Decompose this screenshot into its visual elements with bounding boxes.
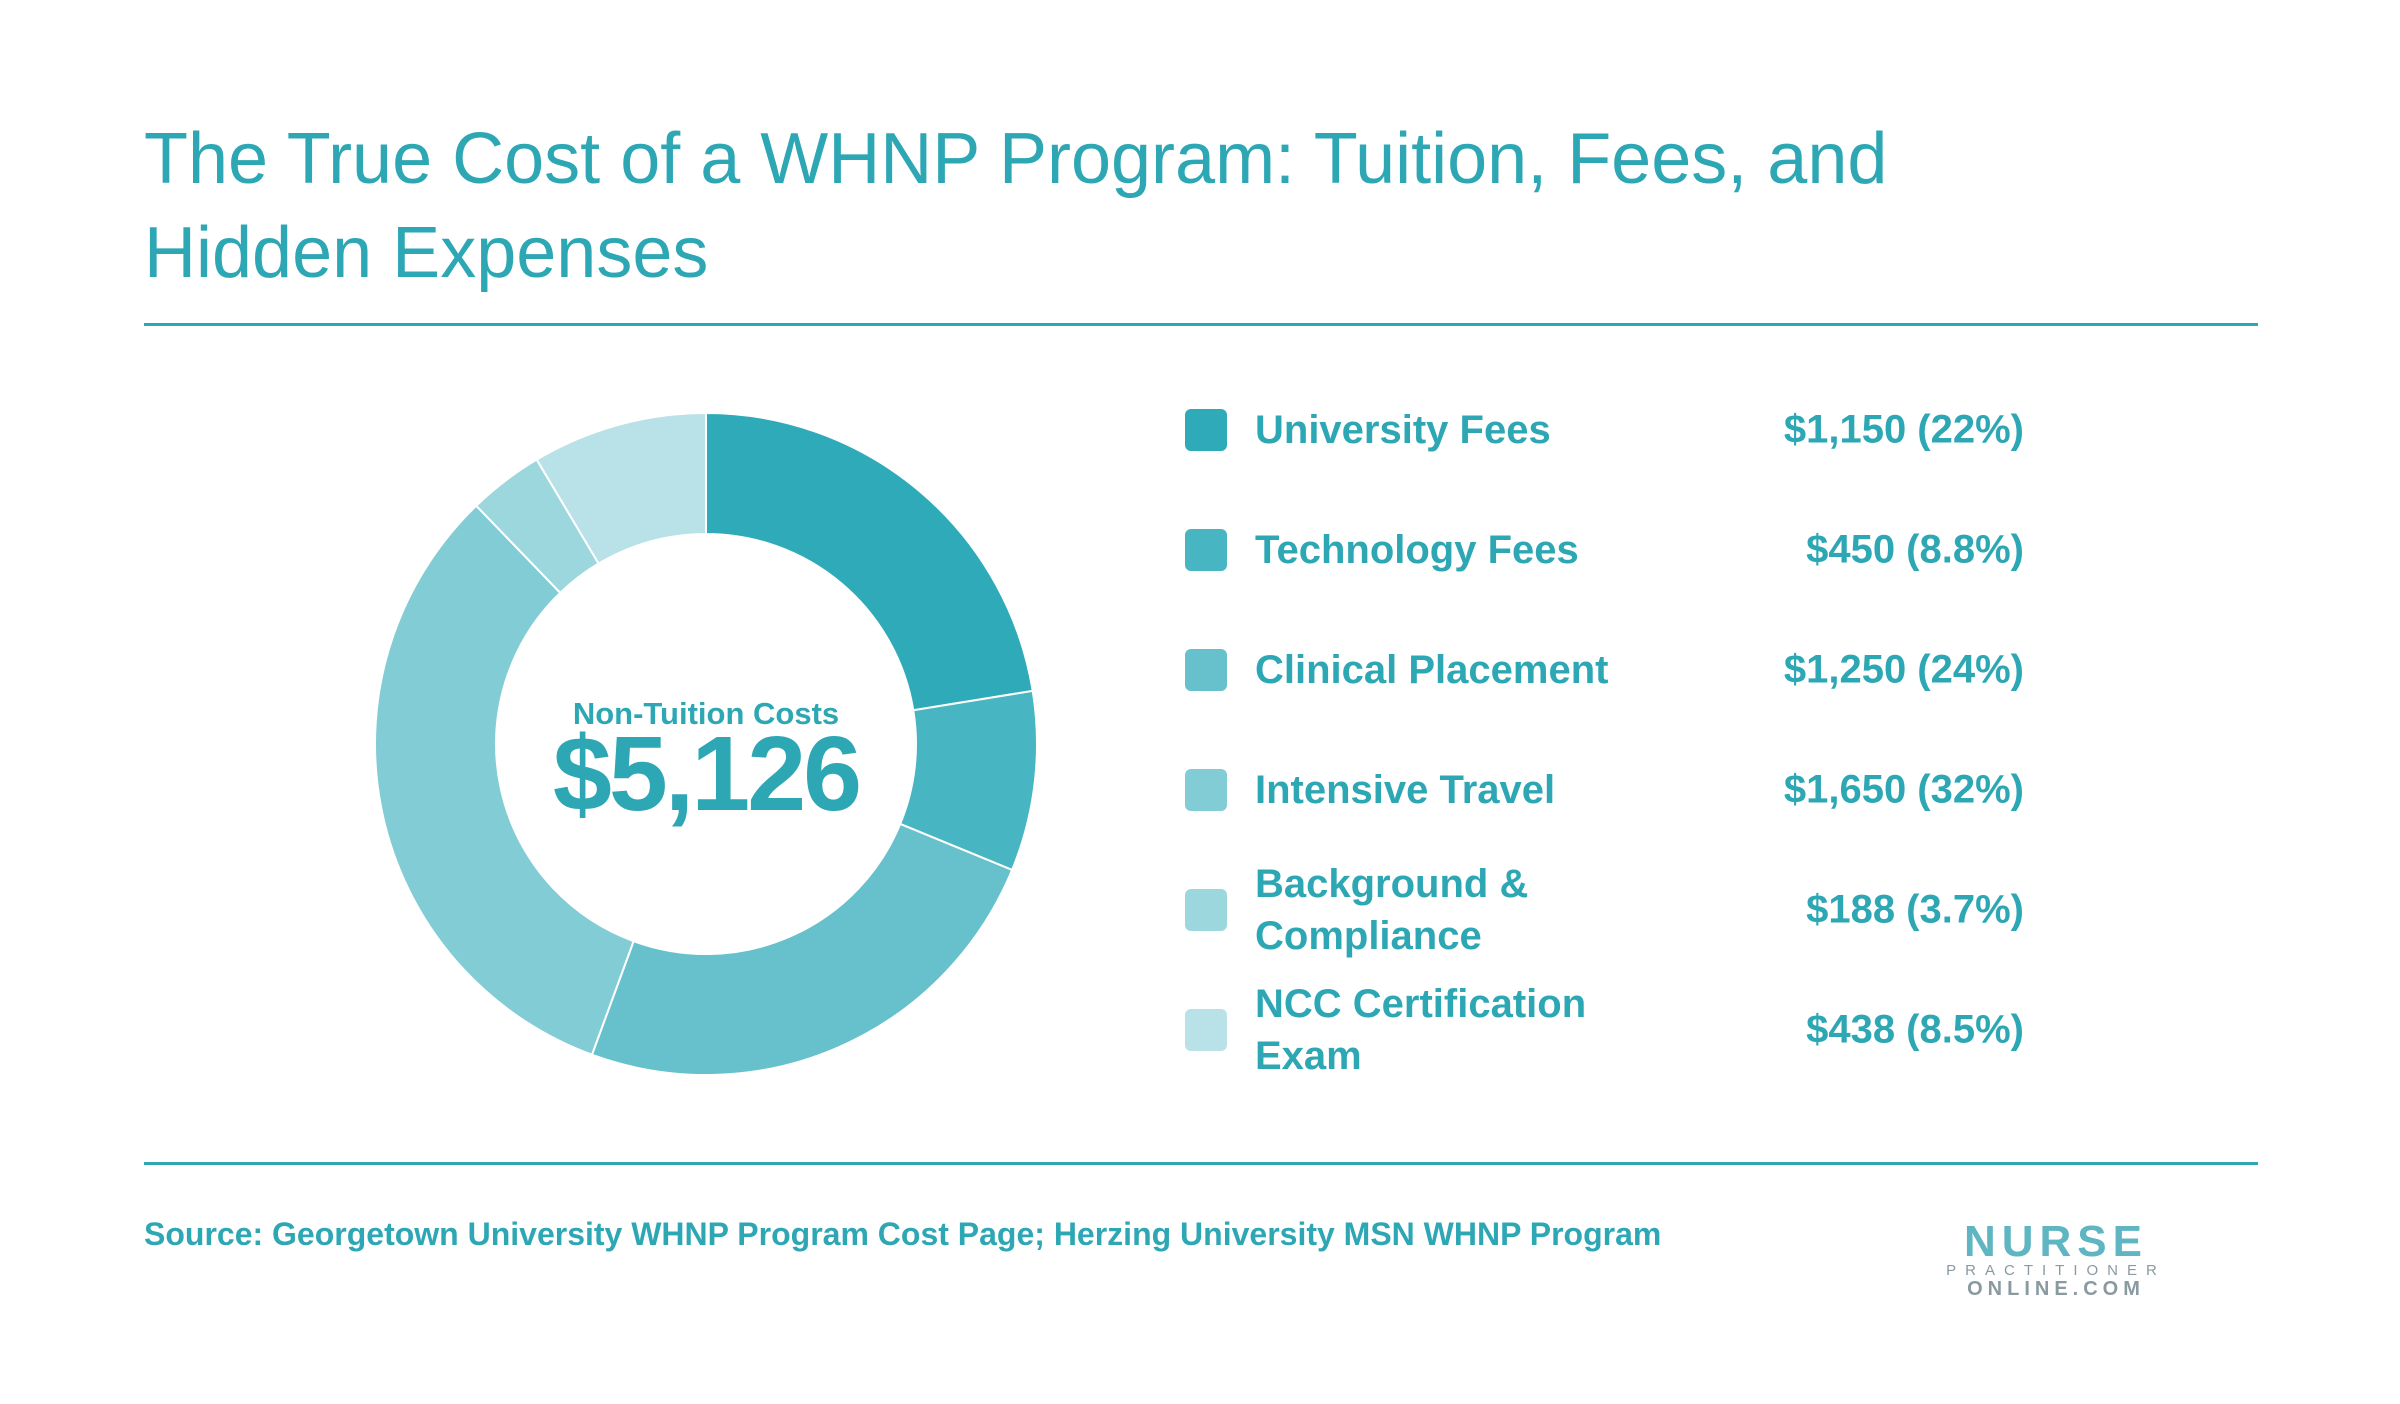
value-label: $188 (3.7%) [1806,887,2024,932]
donut-slice [535,411,707,565]
donut-slice [374,504,635,1057]
value-label: $1,150 (22%) [1783,407,2024,452]
donut-slice [590,822,1014,1076]
logo-text: PRACTITIONER [1946,1262,2166,1279]
legend-swatch [1185,769,1227,811]
title: The True Cost of a WHNP Program: Tuition… [144,119,1888,293]
value-label: $1,650 (32%) [1783,767,2024,812]
logo: NURSE PRACTITIONER ONLINE.COM [1910,1217,2202,1300]
legend-label: University Fees [1255,408,1551,452]
divider [144,323,2258,326]
center-total: $5,126 [553,715,859,833]
donut-chart: Non-Tuition Costs $5,126 [374,411,1038,1076]
value-label: $438 (8.5%) [1806,1007,2024,1052]
divider [144,1162,2258,1165]
value-label: $450 (8.8%) [1806,527,2024,572]
value-label: $1,250 (24%) [1783,647,2024,692]
legend-label: Intensive Travel [1255,768,1556,812]
legend-label: Background & Compliance [1255,862,1529,958]
legend-swatch [1185,529,1227,571]
legend-swatch [1185,1009,1227,1051]
source: Source: Georgetown University WHNP Progr… [144,1216,1662,1252]
legend-label: NCC Certification Exam [1255,982,1587,1078]
legend-label: Technology Fees [1255,528,1579,572]
legend-swatch [1185,649,1227,691]
center-label: Non-Tuition Costs [573,696,839,731]
legend-swatch [1185,409,1227,451]
legend-swatch [1185,889,1227,931]
logo-text: NURSE [1963,1217,2149,1266]
legend-label: Clinical Placement [1255,648,1609,692]
logo-text: ONLINE.COM [1967,1278,2145,1300]
donut-slice [705,411,1034,712]
